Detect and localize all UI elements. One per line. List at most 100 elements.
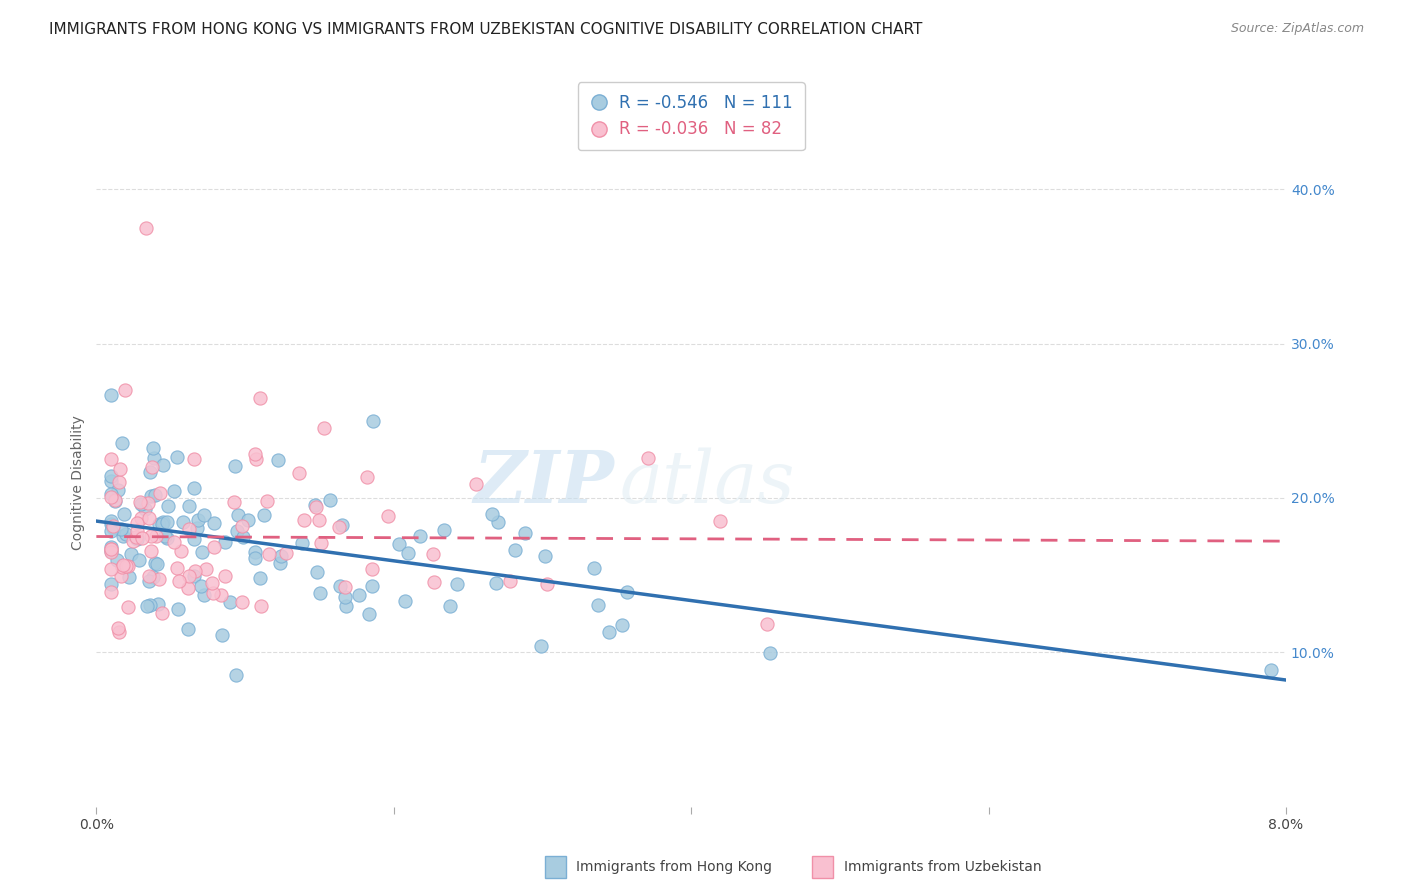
Point	[100, 469, 122, 483]
Point	[243, 545, 266, 559]
Point	[139, 598, 162, 612]
Point	[318, 492, 340, 507]
Point	[224, 458, 246, 473]
Point	[598, 624, 620, 639]
Point	[274, 546, 297, 560]
Text: ■: ■	[547, 858, 564, 876]
Point	[138, 574, 160, 588]
Point	[194, 561, 217, 575]
Point	[309, 536, 332, 550]
Point	[759, 646, 782, 660]
Point	[129, 511, 152, 525]
Point	[125, 524, 148, 538]
Point	[176, 622, 198, 636]
Point	[104, 492, 127, 507]
Point	[146, 557, 169, 571]
Point	[377, 509, 399, 524]
Point	[202, 540, 225, 554]
Point	[226, 524, 249, 538]
Point	[167, 602, 190, 616]
Point	[193, 588, 215, 602]
Point	[157, 499, 180, 513]
Point	[249, 571, 271, 585]
Point	[114, 383, 136, 397]
Point	[360, 579, 382, 593]
Point	[112, 507, 135, 521]
Point	[117, 600, 139, 615]
Point	[107, 621, 129, 635]
Point	[100, 516, 122, 531]
Point	[394, 593, 416, 607]
Point	[108, 625, 131, 640]
Point	[1260, 663, 1282, 677]
Point	[100, 540, 122, 554]
Text: Immigrants from Hong Kong: Immigrants from Hong Kong	[576, 860, 772, 874]
Point	[167, 574, 190, 588]
Point	[245, 452, 267, 467]
Point	[163, 483, 186, 498]
Point	[121, 533, 143, 548]
Point	[583, 561, 606, 575]
Point	[125, 532, 148, 546]
Point	[333, 590, 356, 604]
Point	[225, 668, 247, 682]
Point	[143, 557, 166, 571]
Point	[114, 527, 136, 541]
Point	[499, 574, 522, 588]
Point	[250, 599, 273, 614]
Point	[100, 486, 122, 500]
Point	[100, 452, 122, 467]
Point	[100, 577, 122, 591]
Point	[202, 516, 225, 531]
Point	[486, 515, 509, 529]
Point	[214, 569, 236, 583]
Point	[100, 514, 122, 528]
Point	[308, 513, 330, 527]
Point	[309, 586, 332, 600]
Point	[100, 490, 122, 504]
Point	[243, 550, 266, 565]
Legend: R = -0.546   N = 111, R = -0.036   N = 82: R = -0.546 N = 111, R = -0.036 N = 82	[578, 82, 804, 150]
Point	[232, 530, 254, 544]
Point	[110, 568, 132, 582]
Point	[177, 582, 200, 596]
Point	[396, 546, 419, 560]
Point	[152, 516, 174, 530]
Point	[148, 517, 170, 532]
Point	[112, 529, 135, 543]
Point	[186, 521, 208, 535]
Point	[222, 495, 245, 509]
Point	[177, 499, 200, 513]
Y-axis label: Cognitive Disability: Cognitive Disability	[72, 415, 86, 550]
Point	[138, 511, 160, 525]
Point	[139, 489, 162, 503]
Point	[361, 562, 384, 576]
Point	[329, 579, 352, 593]
Point	[269, 556, 291, 570]
Point	[226, 508, 249, 522]
Point	[152, 458, 174, 472]
Point	[163, 535, 186, 549]
Point	[201, 586, 224, 600]
Point	[131, 531, 153, 545]
Point	[110, 522, 132, 536]
Point	[249, 391, 271, 405]
Point	[152, 516, 174, 531]
Point	[610, 617, 633, 632]
Point	[100, 561, 122, 575]
Point	[134, 220, 156, 235]
Point	[183, 569, 205, 583]
Point	[145, 528, 167, 542]
Point	[288, 466, 311, 480]
Point	[100, 585, 122, 599]
Point	[530, 639, 553, 653]
Point	[139, 529, 162, 543]
Point	[111, 560, 134, 574]
Point	[267, 453, 290, 467]
Point	[103, 519, 125, 533]
Point	[291, 536, 314, 550]
Text: ZIP: ZIP	[472, 447, 614, 518]
Point	[709, 514, 731, 528]
Point	[141, 460, 163, 475]
Point	[156, 515, 179, 529]
